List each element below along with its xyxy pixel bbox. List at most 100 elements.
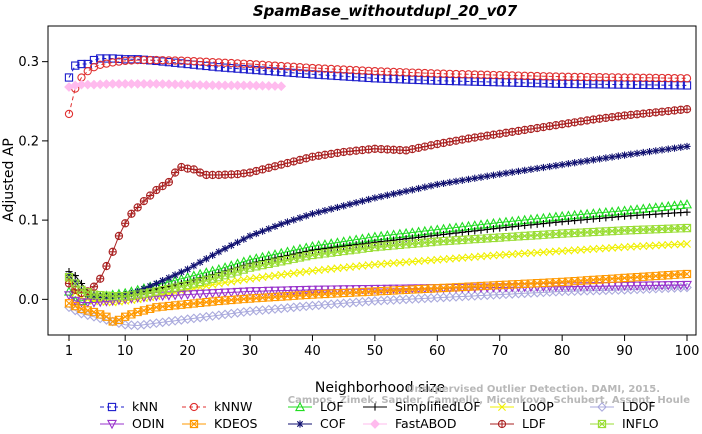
point-knnw-80 (558, 72, 567, 81)
point-odin-47 (351, 285, 362, 295)
point-knnw-51 (376, 67, 386, 76)
point-knnw-45 (339, 65, 348, 74)
point-odin-32 (257, 286, 268, 297)
point-cof-21 (190, 262, 198, 270)
point-odin-91 (625, 281, 636, 292)
point-fastabod-17 (164, 79, 174, 90)
point-knnw-66 (470, 70, 479, 79)
point-cof-49 (365, 195, 373, 204)
point-simplifiedlof-99 (677, 208, 685, 217)
point-knnw-85 (589, 72, 598, 82)
point-simplifiedlof-65 (464, 228, 473, 236)
point-simplifiedlof-93 (639, 211, 647, 219)
point-loop-97 (664, 240, 673, 249)
point-loop-82 (570, 246, 579, 255)
point-odin-24 (207, 289, 218, 299)
point-ldf-12 (133, 203, 142, 212)
point-knn-41 (314, 70, 323, 79)
point-cof-51 (377, 192, 385, 201)
legend-item-fastabod: FastABOD (363, 416, 457, 431)
point-simplifiedlof-76 (533, 220, 541, 228)
point-knnw-10 (121, 56, 130, 66)
point-cof-93 (639, 148, 647, 157)
point-knn-38 (295, 69, 305, 78)
point-knnw-67 (476, 70, 486, 79)
series-inflo (64, 223, 692, 301)
point-odin-96 (657, 281, 668, 291)
point-odin-4 (82, 298, 93, 308)
point-loop-56 (408, 257, 417, 266)
point-simplifiedlof-53 (390, 236, 398, 244)
point-odin-22 (195, 289, 206, 300)
point-loop-72 (508, 250, 517, 259)
point-fastabod-31 (251, 80, 262, 91)
point-knnw-90 (620, 73, 629, 82)
x-tick-label-10: 10 (117, 344, 134, 359)
point-knn-7 (102, 54, 111, 63)
point-knnw-59 (426, 69, 436, 78)
point-cof-40 (308, 210, 317, 218)
point-simplifiedlof-100 (683, 208, 691, 216)
point-odin-81 (563, 282, 574, 292)
y-tick-label-2: 0.2 (18, 134, 39, 149)
point-knn-36 (283, 68, 292, 77)
x-tick-label-30: 30 (242, 344, 259, 359)
point-odin-63 (451, 283, 462, 294)
point-knnw-13 (139, 55, 149, 65)
legend-item-ldf: LDF (490, 416, 546, 431)
point-knnw-4 (83, 67, 92, 76)
point-knnw-6 (96, 60, 105, 69)
point-loop-91 (626, 242, 635, 251)
point-loop-78 (545, 247, 554, 256)
plot-frame (47, 25, 697, 336)
point-odin-2 (70, 296, 81, 307)
point-cof-26 (221, 245, 229, 253)
point-knnw-94 (645, 73, 654, 82)
point-odin-19 (176, 290, 187, 301)
point-knnw-23 (202, 57, 211, 66)
point-loop-48 (358, 261, 367, 270)
point-knnw-69 (489, 70, 498, 80)
point-odin-1 (63, 291, 75, 301)
point-fastabod-35 (276, 81, 287, 92)
point-knnw-12 (133, 55, 142, 65)
point-simplifiedlof-50 (371, 238, 379, 246)
point-loop-98 (670, 240, 679, 249)
point-loop-69 (489, 251, 498, 260)
point-odin-39 (301, 285, 312, 296)
point-knnw-87 (601, 73, 610, 82)
axes: 1 10 20 30 40 50 60 70 80 90 100 0.0 0.1 0.2 0.3 (18, 55, 699, 359)
point-cof-84 (583, 157, 591, 165)
point-cof-30 (246, 232, 254, 240)
point-cof-59 (427, 182, 435, 190)
point-simplifiedlof-79 (552, 218, 560, 226)
point-cof-64 (458, 176, 466, 184)
point-knnw-77 (539, 72, 548, 81)
point-fastabod-18 (170, 79, 180, 90)
point-loop-59 (427, 256, 436, 265)
point-knnw-81 (564, 72, 573, 81)
point-knnw-48 (358, 66, 367, 75)
point-knnw-35 (277, 61, 286, 71)
point-odin-64 (457, 283, 468, 294)
x-tick-label-20: 20 (179, 344, 196, 359)
point-cof-53 (390, 190, 398, 198)
point-fastabod-34 (270, 81, 280, 91)
legend-marker-knn (107, 402, 117, 412)
point-knn-39 (302, 69, 311, 79)
point-cof-98 (670, 144, 679, 152)
point-knnw-86 (595, 73, 604, 82)
legend-marker-simplifiedlof (371, 403, 379, 411)
point-cof-41 (315, 208, 323, 216)
legend-label-lof: LOF (320, 399, 344, 414)
point-knnw-82 (570, 72, 579, 82)
point-odin-79 (550, 282, 561, 293)
point-knnw-11 (127, 56, 136, 65)
point-knnw-27 (227, 58, 236, 68)
point-cof-42 (321, 207, 329, 215)
y-axis-label: Adjusted AP (1, 138, 17, 222)
point-knnw-96 (657, 73, 667, 83)
point-simplifiedlof-52 (383, 237, 391, 245)
point-cof-45 (340, 202, 348, 210)
point-loop-42 (320, 265, 329, 274)
